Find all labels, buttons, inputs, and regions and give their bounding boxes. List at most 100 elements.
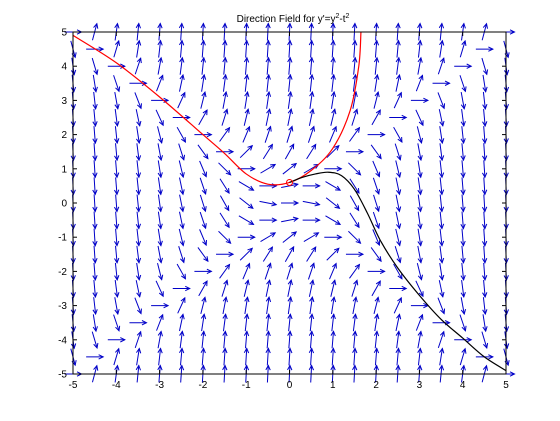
field-arrow (395, 211, 402, 230)
field-arrow (415, 74, 424, 92)
field-arrow (222, 90, 228, 109)
field-arrow (437, 297, 446, 315)
field-arrow (410, 302, 430, 309)
field-arrow (135, 194, 142, 213)
field-arrow (438, 143, 445, 162)
field-arrow (239, 247, 254, 261)
field-arrow (287, 56, 293, 75)
field-arrow (395, 313, 402, 332)
field-arrow (114, 143, 120, 162)
field-arrow (157, 245, 163, 264)
field-arrow (199, 211, 207, 230)
field-arrow (113, 211, 120, 230)
field-arrow (239, 144, 254, 159)
x-tick-label: -2 (198, 380, 207, 391)
field-arrow (129, 320, 148, 326)
field-arrow (221, 108, 229, 126)
field-arrow (287, 313, 293, 332)
field-arrow (238, 215, 255, 226)
x-tick-label: 2 (373, 380, 379, 391)
field-arrow (326, 247, 340, 261)
field-arrow (219, 178, 230, 195)
y-tick-label: 0 (61, 199, 67, 210)
field-arrow (439, 262, 445, 281)
field-arrow (265, 73, 271, 92)
field-arrow (417, 347, 423, 366)
field-arrow (218, 162, 232, 176)
field-arrow (286, 125, 294, 143)
field-arrow (373, 330, 380, 349)
field-arrow (329, 125, 337, 143)
field-arrow (460, 143, 466, 162)
y-tick-labels: -5 -4 -3 -2 -1 0 1 2 3 4 5 (58, 28, 67, 381)
field-arrow (439, 347, 445, 366)
field-arrow (395, 347, 401, 366)
field-arrow (157, 330, 163, 349)
field-arrow (395, 39, 401, 58)
field-arrow (416, 263, 424, 281)
field-arrow (330, 330, 336, 349)
title-mid: -t (339, 14, 345, 25)
field-arrow (176, 126, 186, 143)
field-arrow (439, 126, 445, 145)
field-arrow (438, 211, 445, 230)
field-arrow (244, 296, 250, 315)
field-arrow (86, 354, 105, 360)
field-arrow (437, 330, 445, 349)
field-arrow (92, 91, 98, 110)
field-arrow (349, 212, 360, 229)
field-arrow (219, 126, 231, 142)
field-arrow (287, 108, 293, 126)
field-arrow (460, 262, 466, 281)
x-tick-label: 4 (460, 380, 466, 391)
field-arrow (172, 285, 191, 292)
field-arrow (389, 114, 408, 121)
field-arrow (475, 46, 494, 52)
field-arrow (287, 73, 293, 92)
field-arrow (113, 177, 120, 196)
field-arrow (287, 347, 293, 366)
field-arrow (179, 73, 185, 92)
field-arrow (178, 39, 185, 58)
field-arrow (222, 347, 228, 366)
field-arrow (243, 347, 250, 366)
field-arrow (114, 160, 120, 179)
field-arrow (218, 230, 232, 244)
field-arrow (135, 280, 142, 298)
field-arrow (373, 56, 380, 75)
field-arrow (157, 39, 163, 58)
field-arrow (200, 296, 207, 314)
field-arrow (178, 228, 185, 247)
field-arrow (438, 228, 445, 247)
field-arrow (114, 245, 120, 264)
y-tick-label: -4 (58, 335, 67, 346)
field-arrow (244, 313, 250, 332)
field-arrow (200, 330, 206, 349)
field-arrow (482, 279, 488, 299)
field-arrow (460, 177, 466, 196)
field-arrow (179, 194, 185, 213)
field-arrow (156, 74, 164, 92)
field-arrow (330, 347, 336, 366)
field-arrow (416, 126, 424, 144)
field-arrow (370, 144, 382, 160)
field-arrow (287, 39, 293, 58)
field-arrow (351, 279, 359, 297)
field-arrow (348, 162, 362, 176)
field-arrow (438, 109, 445, 127)
field-arrow (284, 143, 295, 160)
x-tick-label: 0 (287, 380, 293, 391)
field-arrow (482, 143, 488, 162)
field-arrow (438, 194, 445, 213)
field-arrow (157, 160, 163, 179)
field-arrow (460, 228, 466, 247)
field-arrow (134, 57, 142, 75)
field-arrow (222, 330, 228, 349)
field-arrow (135, 126, 142, 145)
field-arrow (459, 39, 467, 58)
field-arrow (415, 109, 424, 127)
field-arrow (198, 280, 208, 297)
field-arrow (237, 234, 256, 240)
field-arrow (157, 194, 163, 213)
